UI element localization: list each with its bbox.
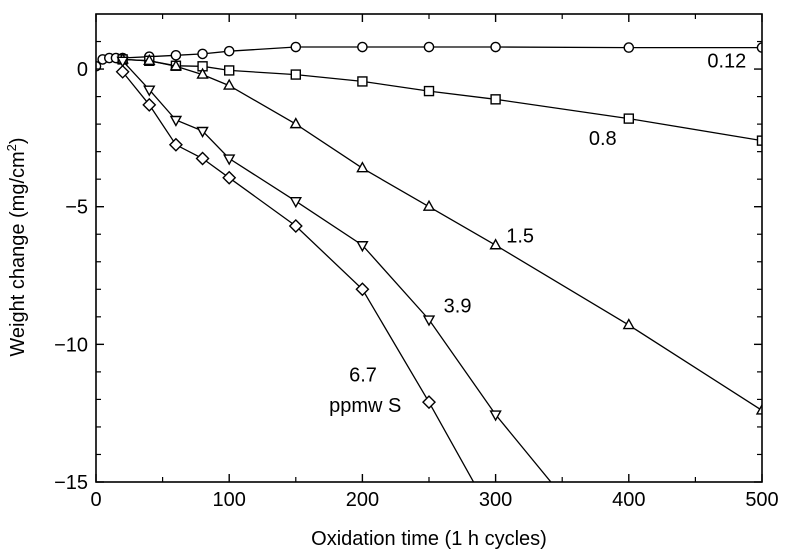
series-annotation: 0.8: [589, 128, 617, 150]
data-point-3-2: [169, 115, 183, 127]
data-point-2-5: [289, 117, 302, 129]
x-tick-label: 0: [90, 489, 101, 511]
data-point-2-7: [422, 199, 436, 211]
data-point-1-4: [223, 65, 235, 76]
series-line-3: [122, 60, 552, 482]
y-tick-label: −10: [54, 334, 88, 356]
data-point-1-8: [490, 94, 501, 105]
y-tick-label: −15: [54, 472, 88, 494]
data-point-1-9: [623, 113, 634, 124]
data-point-0-9: [290, 41, 302, 53]
x-tick-label: 200: [346, 489, 379, 511]
data-point-4-1: [142, 97, 157, 112]
series-2: [116, 52, 762, 415]
data-point-3-8: [489, 410, 502, 422]
data-point-3-1: [143, 85, 156, 97]
y-axis-label-superscript: 2: [4, 144, 19, 151]
data-point-2-1: [143, 53, 156, 66]
data-point-0-8: [223, 45, 235, 57]
x-axis-label: Oxidation time (1 h cycles): [311, 528, 547, 550]
data-point-2-9: [622, 318, 635, 330]
data-point-0-12: [490, 41, 501, 53]
data-point-3-6: [356, 241, 369, 253]
data-point-4-6: [355, 282, 370, 297]
data-point-4-0: [115, 64, 130, 79]
data-point-3-5: [289, 196, 302, 209]
data-point-1-10: [756, 135, 762, 146]
series-3: [116, 56, 552, 482]
data-point-1-6: [357, 76, 368, 87]
data-point-3-4: [223, 154, 236, 166]
data-point-0-13: [623, 42, 635, 53]
data-point-1-5: [290, 69, 301, 80]
x-tick-label: 300: [479, 489, 512, 511]
y-axis-label-close: ): [7, 137, 29, 144]
data-point-0-14: [756, 42, 762, 53]
series-annotation: 6.7: [349, 365, 377, 387]
data-point-3-7: [422, 315, 436, 327]
series-annotation: 1.5: [506, 225, 534, 247]
series-annotation: ppmw S: [329, 395, 401, 417]
data-point-2-2: [169, 59, 183, 71]
x-tick-label: 400: [612, 489, 645, 511]
data-point-2-6: [356, 161, 369, 173]
data-point-4-4: [222, 170, 237, 185]
data-point-0-11: [423, 41, 435, 53]
series-annotation: 0.12: [707, 51, 746, 73]
data-point-3-3: [196, 126, 209, 138]
data-point-2-10: [755, 403, 762, 415]
data-point-2-3: [196, 67, 209, 79]
data-point-0-10: [357, 41, 368, 53]
data-point-2-4: [223, 78, 236, 90]
data-point-4-5: [288, 218, 303, 233]
y-tick-label: −5: [65, 197, 88, 219]
data-point-2-8: [489, 238, 502, 250]
plot-layer: [96, 41, 762, 482]
data-point-4-7: [422, 395, 436, 410]
data-point-4-2: [168, 137, 183, 152]
x-tick-label: 100: [213, 489, 246, 511]
y-tick-label: 0: [77, 59, 88, 81]
data-point-4-3: [195, 151, 210, 166]
y-axis-label-main: Weight change (mg/cm: [7, 151, 29, 356]
data-point-0-7: [197, 48, 208, 60]
y-axis-label: Weight change (mg/cm2): [4, 137, 29, 356]
data-point-1-7: [423, 85, 435, 97]
x-tick-label: 500: [745, 489, 778, 511]
series-4: [115, 64, 475, 482]
data-point-3-0: [116, 56, 129, 68]
data-point-0-6: [170, 49, 182, 61]
series-annotation: 3.9: [444, 296, 472, 318]
